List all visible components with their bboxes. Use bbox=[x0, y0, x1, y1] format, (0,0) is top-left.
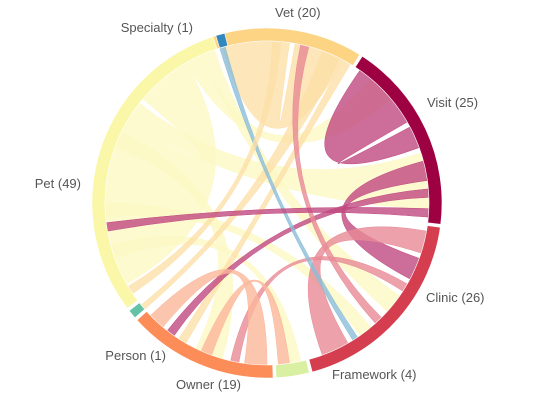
specialty-label: Specialty (1) bbox=[121, 20, 193, 35]
pet-arc[interactable] bbox=[91, 36, 218, 309]
clinic-label: Clinic (26) bbox=[426, 290, 485, 305]
specialty-arc[interactable] bbox=[215, 32, 229, 49]
framework-arc[interactable] bbox=[275, 359, 310, 379]
visit-label: Visit (25) bbox=[427, 95, 478, 110]
framework-label: Framework (4) bbox=[332, 367, 417, 382]
group-labels-layer: Vet (20) Visit (25) Clinic (26) Framewor… bbox=[35, 5, 485, 392]
ribbons-layer bbox=[104, 40, 430, 366]
vet-label: Vet (20) bbox=[275, 5, 321, 20]
group-arcs-layer bbox=[91, 27, 443, 379]
pet-label: Pet (49) bbox=[35, 176, 81, 191]
visit-arc[interactable] bbox=[354, 55, 443, 225]
owner-arc[interactable] bbox=[136, 310, 274, 379]
person-label: Person (1) bbox=[105, 348, 166, 363]
clinic-arc[interactable] bbox=[308, 225, 441, 373]
vet-arc[interactable] bbox=[212, 27, 361, 67]
person-arc[interactable] bbox=[128, 302, 146, 319]
owner-label: Owner (19) bbox=[176, 377, 241, 392]
